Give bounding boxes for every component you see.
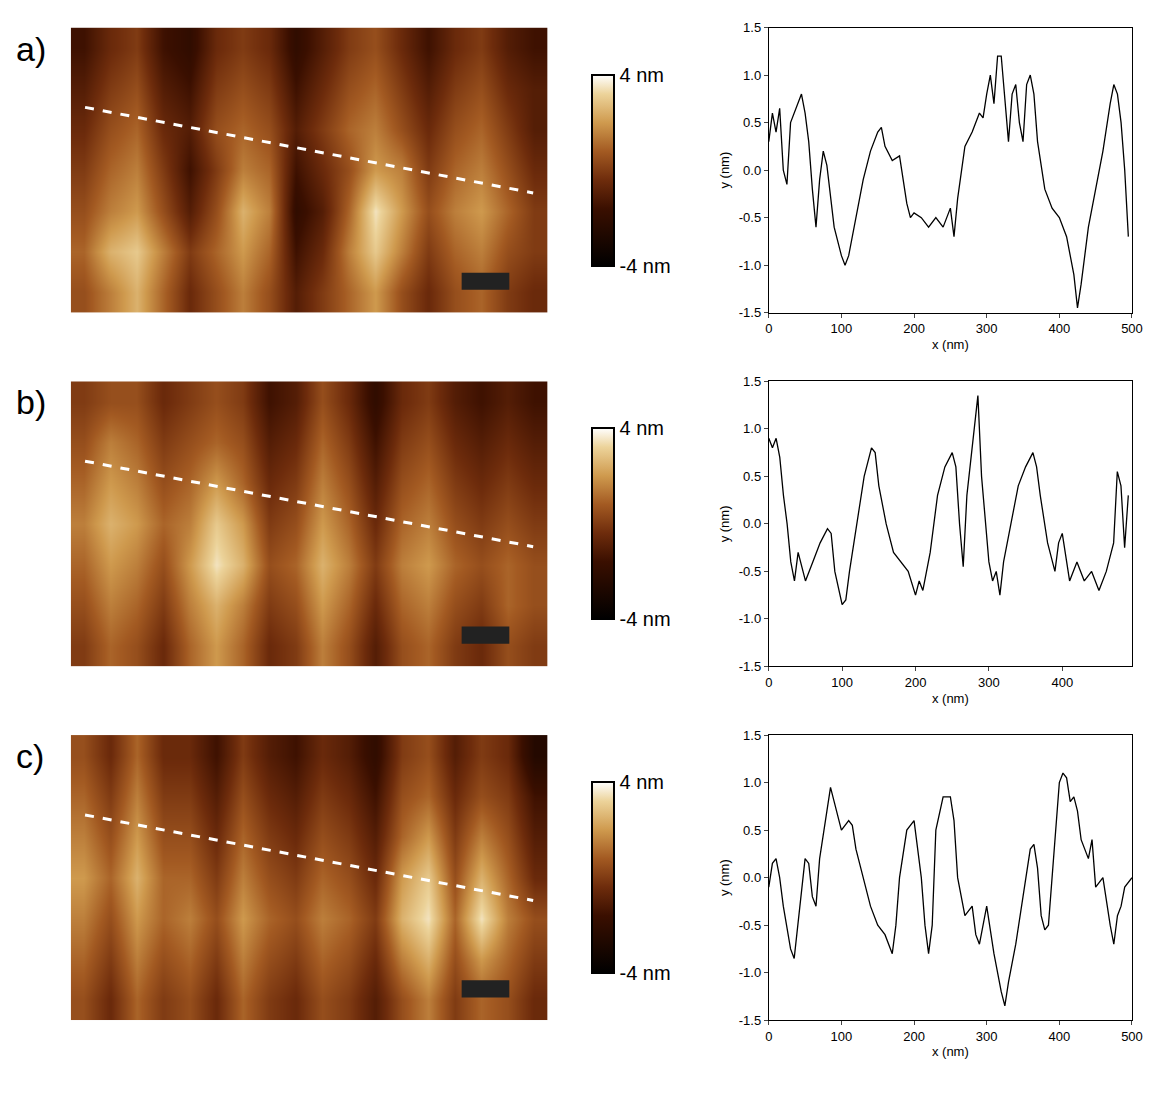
svg-text:-1.5: -1.5 xyxy=(739,305,761,320)
svg-text:0.0: 0.0 xyxy=(743,870,761,885)
svg-text:x (nm): x (nm) xyxy=(932,1044,969,1059)
svg-text:-4 nm: -4 nm xyxy=(620,608,671,630)
svg-text:1.5: 1.5 xyxy=(743,20,761,35)
svg-text:-1.0: -1.0 xyxy=(739,611,761,626)
svg-text:-0.5: -0.5 xyxy=(739,564,761,579)
svg-text:400: 400 xyxy=(1051,675,1073,690)
svg-text:0.0: 0.0 xyxy=(743,516,761,531)
svg-text:4 nm: 4 nm xyxy=(620,771,664,793)
svg-text:1.5: 1.5 xyxy=(743,374,761,389)
svg-text:a): a) xyxy=(16,30,46,68)
svg-text:1.0: 1.0 xyxy=(743,775,761,790)
svg-text:0.5: 0.5 xyxy=(743,115,761,130)
svg-text:-1.5: -1.5 xyxy=(739,1013,761,1028)
svg-text:300: 300 xyxy=(976,1029,998,1044)
svg-text:0.5: 0.5 xyxy=(743,469,761,484)
svg-text:-1.5: -1.5 xyxy=(739,659,761,674)
svg-text:0: 0 xyxy=(765,321,772,336)
svg-text:200: 200 xyxy=(905,675,927,690)
svg-text:4 nm: 4 nm xyxy=(620,417,664,439)
svg-text:300: 300 xyxy=(976,321,998,336)
svg-text:500: 500 xyxy=(1121,1029,1143,1044)
svg-text:1.0: 1.0 xyxy=(743,421,761,436)
svg-text:400: 400 xyxy=(1048,1029,1070,1044)
svg-text:-4 nm: -4 nm xyxy=(620,962,671,984)
svg-text:-4 nm: -4 nm xyxy=(620,255,671,277)
svg-text:4 nm: 4 nm xyxy=(620,64,664,86)
svg-text:300: 300 xyxy=(978,675,1000,690)
svg-text:200: 200 xyxy=(903,321,925,336)
svg-text:b): b) xyxy=(16,383,46,421)
svg-text:-0.5: -0.5 xyxy=(739,918,761,933)
svg-text:0.5: 0.5 xyxy=(743,823,761,838)
svg-text:400: 400 xyxy=(1048,321,1070,336)
svg-text:-1.0: -1.0 xyxy=(739,965,761,980)
svg-text:y (nm): y (nm) xyxy=(717,505,732,542)
svg-text:-1.0: -1.0 xyxy=(739,258,761,273)
svg-text:200: 200 xyxy=(903,1029,925,1044)
svg-text:y (nm): y (nm) xyxy=(717,152,732,189)
svg-text:0: 0 xyxy=(765,1029,772,1044)
svg-text:100: 100 xyxy=(831,321,853,336)
svg-text:100: 100 xyxy=(831,1029,853,1044)
svg-text:y (nm): y (nm) xyxy=(717,859,732,896)
svg-text:1.5: 1.5 xyxy=(743,728,761,743)
svg-text:x (nm): x (nm) xyxy=(932,337,969,352)
svg-text:1.0: 1.0 xyxy=(743,68,761,83)
svg-text:c): c) xyxy=(16,737,44,775)
svg-text:x (nm): x (nm) xyxy=(932,691,969,706)
svg-text:0: 0 xyxy=(765,675,772,690)
svg-text:100: 100 xyxy=(831,675,853,690)
svg-text:-0.5: -0.5 xyxy=(739,210,761,225)
svg-text:500: 500 xyxy=(1121,321,1143,336)
svg-text:0.0: 0.0 xyxy=(743,163,761,178)
